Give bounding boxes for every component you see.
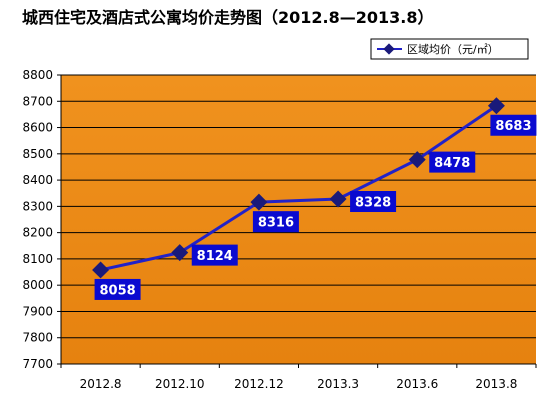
x-tick-label: 2012.12 — [234, 377, 284, 391]
data-label-box — [191, 244, 238, 266]
data-label: 8683 — [490, 114, 537, 136]
data-label: 8328 — [350, 191, 397, 213]
y-tick-label: 8500 — [22, 147, 53, 161]
data-label-value: 8124 — [197, 249, 233, 264]
y-tick-label: 7900 — [22, 304, 53, 318]
data-label-value: 8683 — [495, 119, 531, 134]
data-label-box — [94, 278, 141, 300]
y-tick-label: 8100 — [22, 252, 53, 266]
x-tick-label: 2012.10 — [155, 377, 205, 391]
legend-box — [370, 38, 529, 60]
y-tick-label: 7700 — [22, 357, 53, 371]
data-labels: 8058 8124 8316 8328 8478 8683 — [94, 114, 537, 300]
x-tick-label: 2013.3 — [317, 377, 359, 391]
data-label: 8316 — [252, 211, 299, 233]
data-label-value: 8328 — [355, 196, 391, 211]
series — [92, 97, 505, 279]
series-line — [100, 104, 498, 272]
data-point-marker — [250, 193, 268, 211]
data-label-box — [429, 151, 476, 173]
data-label-value: 8316 — [258, 216, 294, 231]
data-label: 8058 — [94, 278, 141, 300]
legend-marker-icon — [383, 43, 395, 55]
y-tick-label: 8800 — [22, 68, 53, 82]
y-tick-label: 8700 — [22, 94, 53, 108]
data-point-marker — [408, 151, 426, 169]
data-label-value: 8478 — [434, 156, 470, 171]
data-point-marker — [92, 261, 110, 279]
data-point-marker — [487, 97, 505, 115]
legend-series-label: 区域均价（元/㎡） — [407, 43, 499, 56]
data-label: 8124 — [191, 244, 238, 266]
y-tick-label: 8000 — [22, 278, 53, 292]
data-point-marker — [329, 190, 347, 208]
x-axis: 2012.8 2012.10 2012.12 2013.3 2013.6 2013.8 — [60, 363, 537, 391]
y-axis: 7700 7800 7900 8000 8100 8200 8300 8400 8500 8600… — [22, 68, 62, 371]
data-label-box — [490, 114, 537, 136]
x-tick-label: 2013.6 — [396, 377, 438, 391]
x-tick-label: 2012.8 — [80, 377, 122, 391]
data-point-marker — [171, 244, 189, 262]
chart-title: 城西住宅及酒店式公寓均价走势图（2012.8—2013.8） — [22, 8, 434, 27]
data-label-box — [350, 191, 397, 213]
x-tick-label: 2013.8 — [475, 377, 517, 391]
data-label-box — [252, 211, 299, 233]
data-label-value: 8058 — [99, 283, 135, 298]
legend: 区域均价（元/㎡） — [370, 38, 529, 60]
y-tick-label: 7800 — [22, 331, 53, 345]
y-tick-label: 8400 — [22, 173, 53, 187]
data-label: 8478 — [429, 151, 476, 173]
y-tick-label: 8300 — [22, 199, 53, 213]
y-tick-label: 8200 — [22, 226, 53, 240]
y-tick-label: 8600 — [22, 121, 53, 135]
